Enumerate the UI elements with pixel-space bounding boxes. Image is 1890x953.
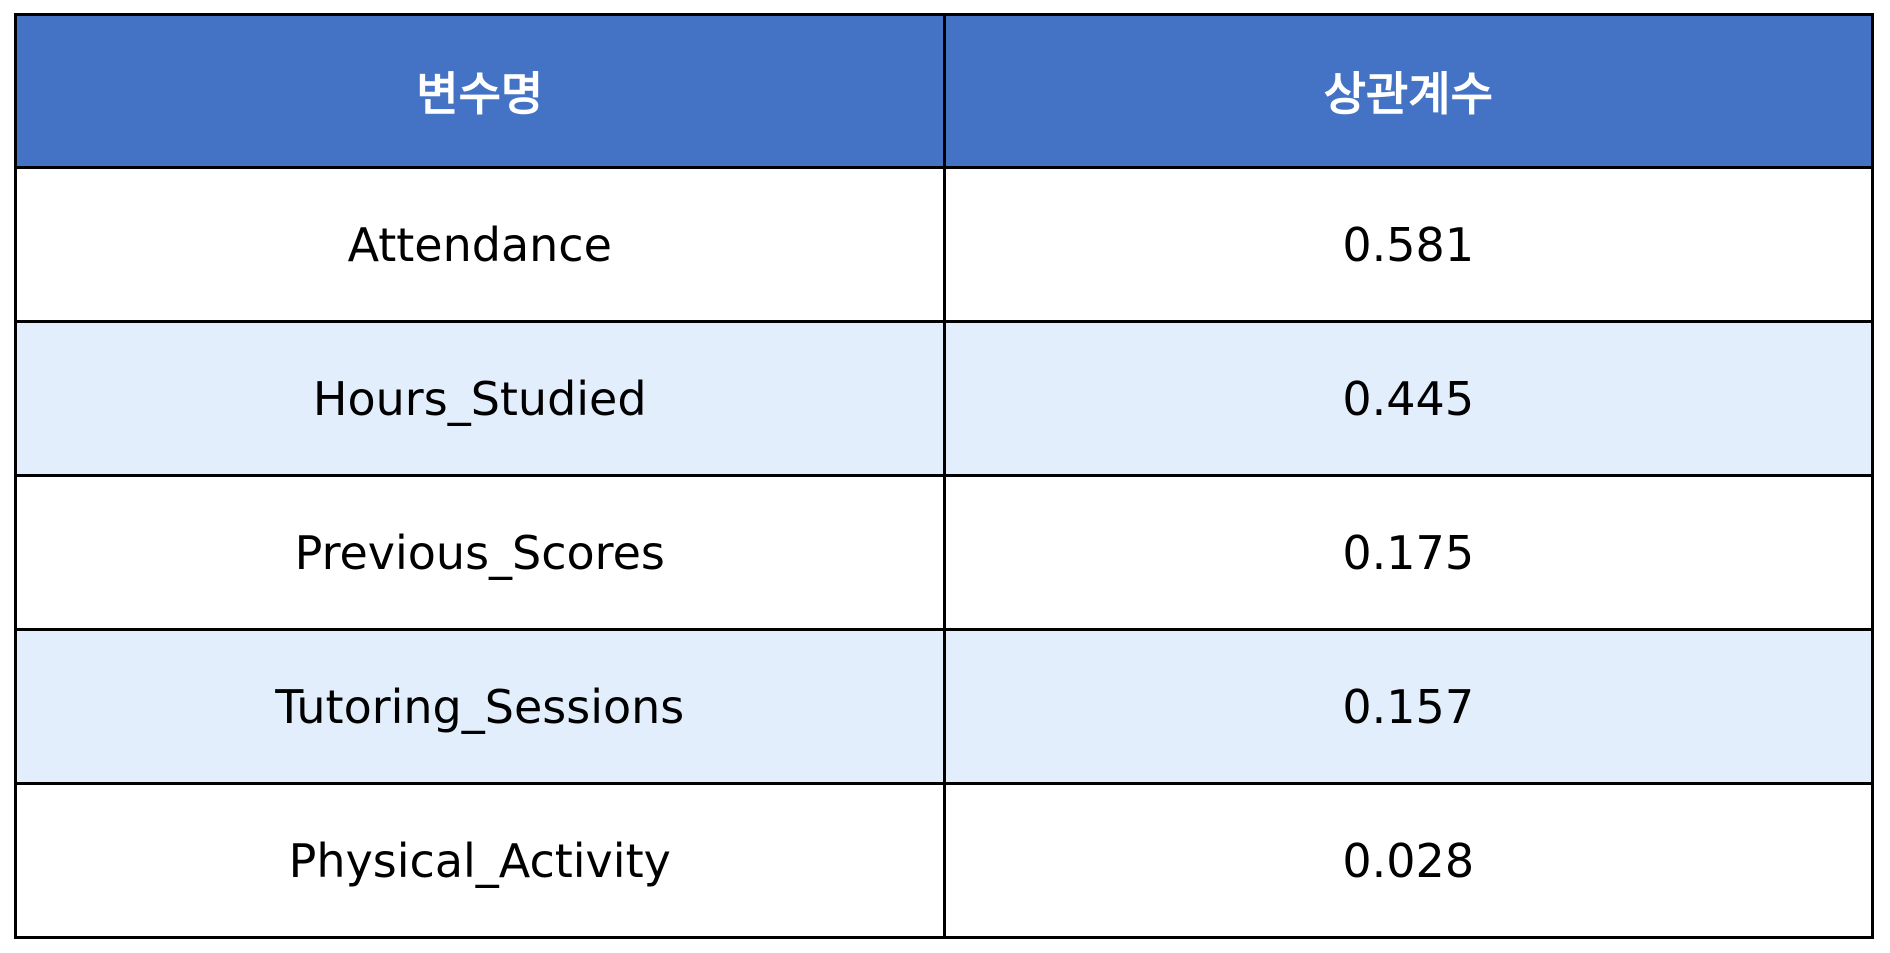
table-row: Physical_Activity 0.028	[14, 782, 1874, 939]
table-header: 변수명 상관계수	[14, 13, 1874, 169]
cell-variable: Tutoring_Sessions	[14, 628, 946, 785]
header-row: 변수명 상관계수	[14, 13, 1874, 169]
table-row: Attendance 0.581	[14, 166, 1874, 323]
table-row: Previous_Scores 0.175	[14, 474, 1874, 631]
header-correlation-coefficient: 상관계수	[942, 13, 1874, 169]
table-row: Tutoring_Sessions 0.157	[14, 628, 1874, 785]
table-body: Attendance 0.581 Hours_Studied 0.445 Pre…	[14, 166, 1874, 939]
correlation-table-container: 변수명 상관계수 Attendance 0.581 Hours_Studied …	[14, 13, 1874, 939]
cell-variable: Previous_Scores	[14, 474, 946, 631]
cell-coefficient: 0.157	[942, 628, 1874, 785]
correlation-table: 변수명 상관계수 Attendance 0.581 Hours_Studied …	[14, 13, 1874, 939]
cell-coefficient: 0.445	[942, 320, 1874, 477]
cell-variable: Physical_Activity	[14, 782, 946, 939]
cell-variable: Hours_Studied	[14, 320, 946, 477]
cell-coefficient: 0.175	[942, 474, 1874, 631]
table-row: Hours_Studied 0.445	[14, 320, 1874, 477]
cell-coefficient: 0.028	[942, 782, 1874, 939]
cell-coefficient: 0.581	[942, 166, 1874, 323]
cell-variable: Attendance	[14, 166, 946, 323]
header-variable-name: 변수명	[14, 13, 946, 169]
